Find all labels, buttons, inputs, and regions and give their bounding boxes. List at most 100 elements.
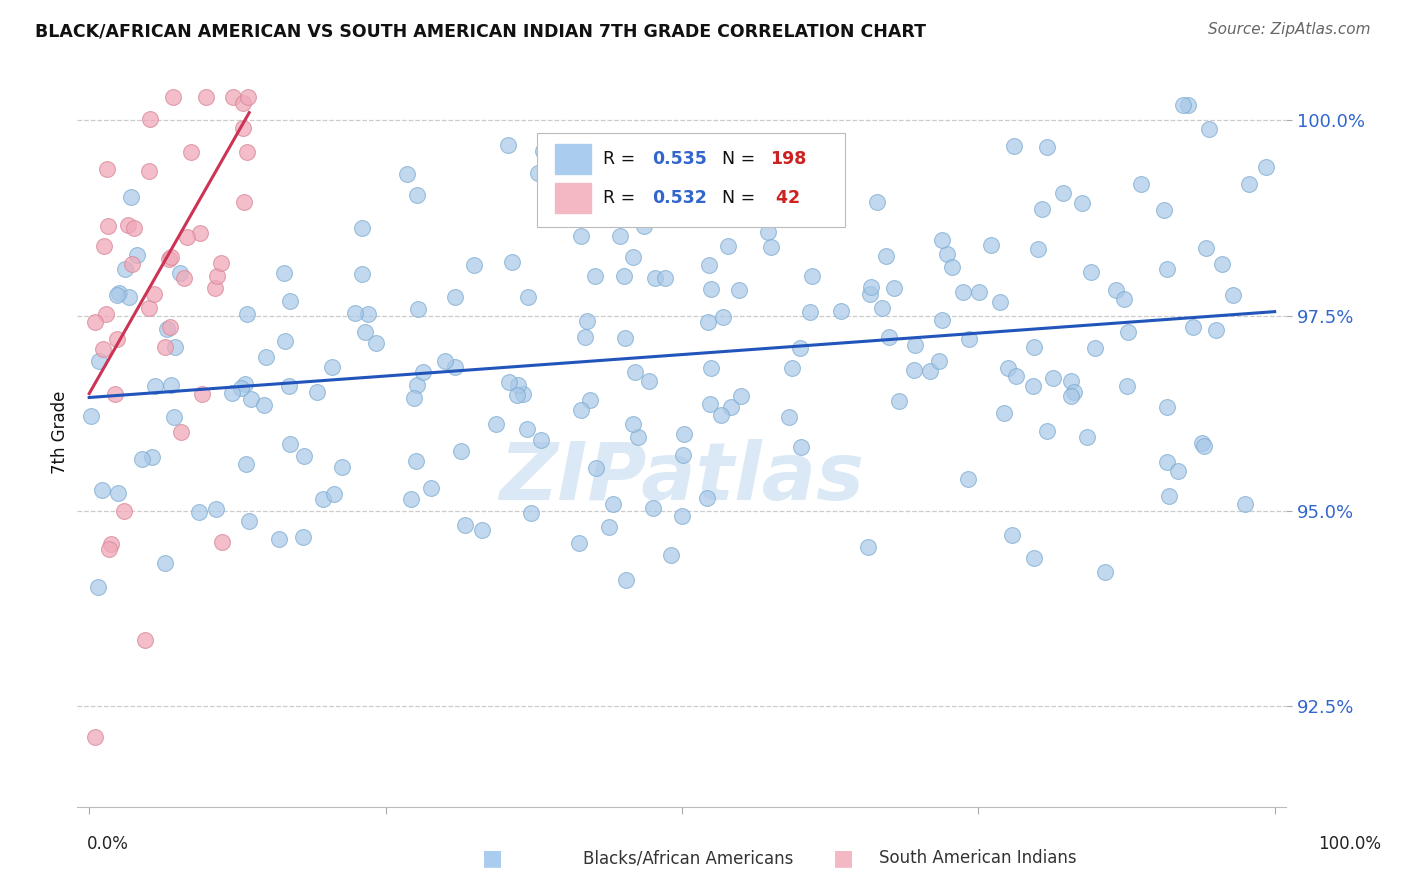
Point [506,387,529,401]
Point [157,252,180,266]
Point [858,540,880,554]
Point [236,145,259,159]
Point [1031,202,1053,216]
Point [1076,430,1098,444]
Point [519,506,541,520]
Text: Source: ZipAtlas.com: Source: ZipAtlas.com [1208,22,1371,37]
Point [292,530,315,544]
Point [254,350,277,364]
Point [614,331,637,345]
Point [583,268,606,283]
Point [531,144,554,158]
Point [404,391,426,405]
Point [238,514,260,528]
Point [1022,378,1045,392]
Point [1171,98,1194,112]
Point [952,285,974,300]
Point [1211,257,1233,271]
Point [530,433,553,447]
Point [233,376,256,391]
Point [207,268,229,283]
Point [405,188,427,202]
Point [624,365,647,379]
Point [859,286,882,301]
Point [609,228,631,243]
Point [1080,265,1102,279]
Point [205,502,228,516]
Point [1002,139,1025,153]
Point [1052,186,1074,200]
Point [512,387,534,401]
Point [756,225,779,239]
Point [107,332,129,346]
Point [799,305,821,319]
Point [1112,292,1135,306]
Text: 100.0%: 100.0% [1319,835,1381,853]
Point [117,219,139,233]
Point [278,293,301,308]
Point [399,491,422,506]
Point [1060,374,1083,388]
Point [141,450,163,464]
Point [357,306,380,320]
Point [330,460,353,475]
Point [96,219,118,234]
Point [659,548,682,562]
Point [142,287,165,301]
Point [700,361,723,376]
Point [240,392,263,407]
Point [159,320,181,334]
FancyBboxPatch shape [537,133,845,227]
Point [1005,369,1028,384]
Point [614,573,637,587]
Point [471,524,494,538]
Point [1222,288,1244,302]
Point [872,301,894,315]
Text: N =: N = [721,189,761,207]
Point [1130,177,1153,191]
Point [121,257,143,271]
Point [1167,464,1189,478]
Point [1237,177,1260,191]
Point [100,537,122,551]
Point [221,90,243,104]
Point [1177,98,1199,112]
Point [956,472,979,486]
Point [993,406,1015,420]
Point [903,363,925,377]
Point [696,491,718,505]
Point [720,400,742,414]
Point [156,322,179,336]
Point [211,535,233,549]
Point [105,288,128,302]
Text: Blacks/African Americans: Blacks/African Americans [583,849,794,867]
Point [343,306,366,320]
Point [364,336,387,351]
Text: R =: R = [603,150,641,168]
Point [107,486,129,500]
Point [780,360,803,375]
Point [904,338,927,352]
Point [583,203,606,218]
Point [1195,241,1218,255]
Point [859,280,882,294]
Point [1036,424,1059,438]
Text: N =: N = [721,150,761,168]
Point [957,332,980,346]
Point [163,410,186,425]
Point [569,402,592,417]
Text: South American Indians: South American Indians [879,849,1077,867]
Point [877,330,900,344]
Point [920,364,942,378]
Point [236,307,259,321]
Point [352,220,374,235]
Point [1234,497,1257,511]
Point [576,314,599,328]
Point [569,228,592,243]
Text: 0.0%: 0.0% [87,835,129,853]
Point [444,359,467,374]
Point [162,90,184,104]
Point [1036,140,1059,154]
Point [627,430,650,444]
Point [173,271,195,285]
